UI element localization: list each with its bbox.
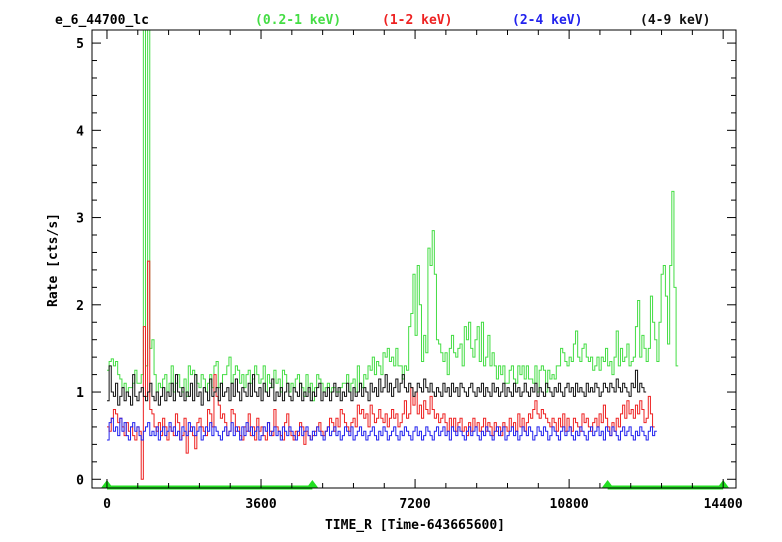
y-tick-label: 2: [76, 299, 84, 314]
chart-title: e_6_44700_lc: [55, 13, 149, 28]
legend-medium: (1-2 keV): [382, 13, 452, 28]
y-tick-label: 0: [76, 473, 84, 488]
x-tick-label: 0: [103, 497, 111, 512]
legend-hard: (2-4 keV): [512, 13, 582, 28]
y-axis-label: Rate [cts/s]: [46, 213, 61, 307]
y-tick-label: 3: [76, 212, 84, 227]
series-line-1: [106, 260, 655, 480]
legend-soft: (0.2-1 keV): [255, 13, 341, 28]
gti-marker-1-0: [601, 480, 614, 488]
x-tick-label: 7200: [399, 497, 430, 512]
series-layer: [106, 30, 679, 480]
x-tick-label: 3600: [245, 497, 276, 512]
plot-frame: [91, 29, 737, 489]
y-tick-label: 5: [76, 37, 84, 52]
tick-labels: 0 3600 7200 10800 14400 0 1 2 3 4 5: [76, 37, 743, 512]
x-axis-label: TIME_R [Time-643665600]: [325, 518, 505, 533]
x-tick-label: 14400: [704, 497, 743, 512]
series-line-2: [106, 417, 657, 441]
y-tick-label: 1: [76, 386, 84, 401]
legend-veryhard: (4-9 keV): [640, 13, 710, 28]
y-tick-label: 4: [76, 124, 84, 139]
ticks-layer: [92, 30, 736, 488]
series-line-0: [106, 30, 679, 402]
gti-marker-0-1: [306, 480, 319, 488]
series-line-3: [106, 365, 647, 406]
x-tick-label: 10800: [550, 497, 589, 512]
